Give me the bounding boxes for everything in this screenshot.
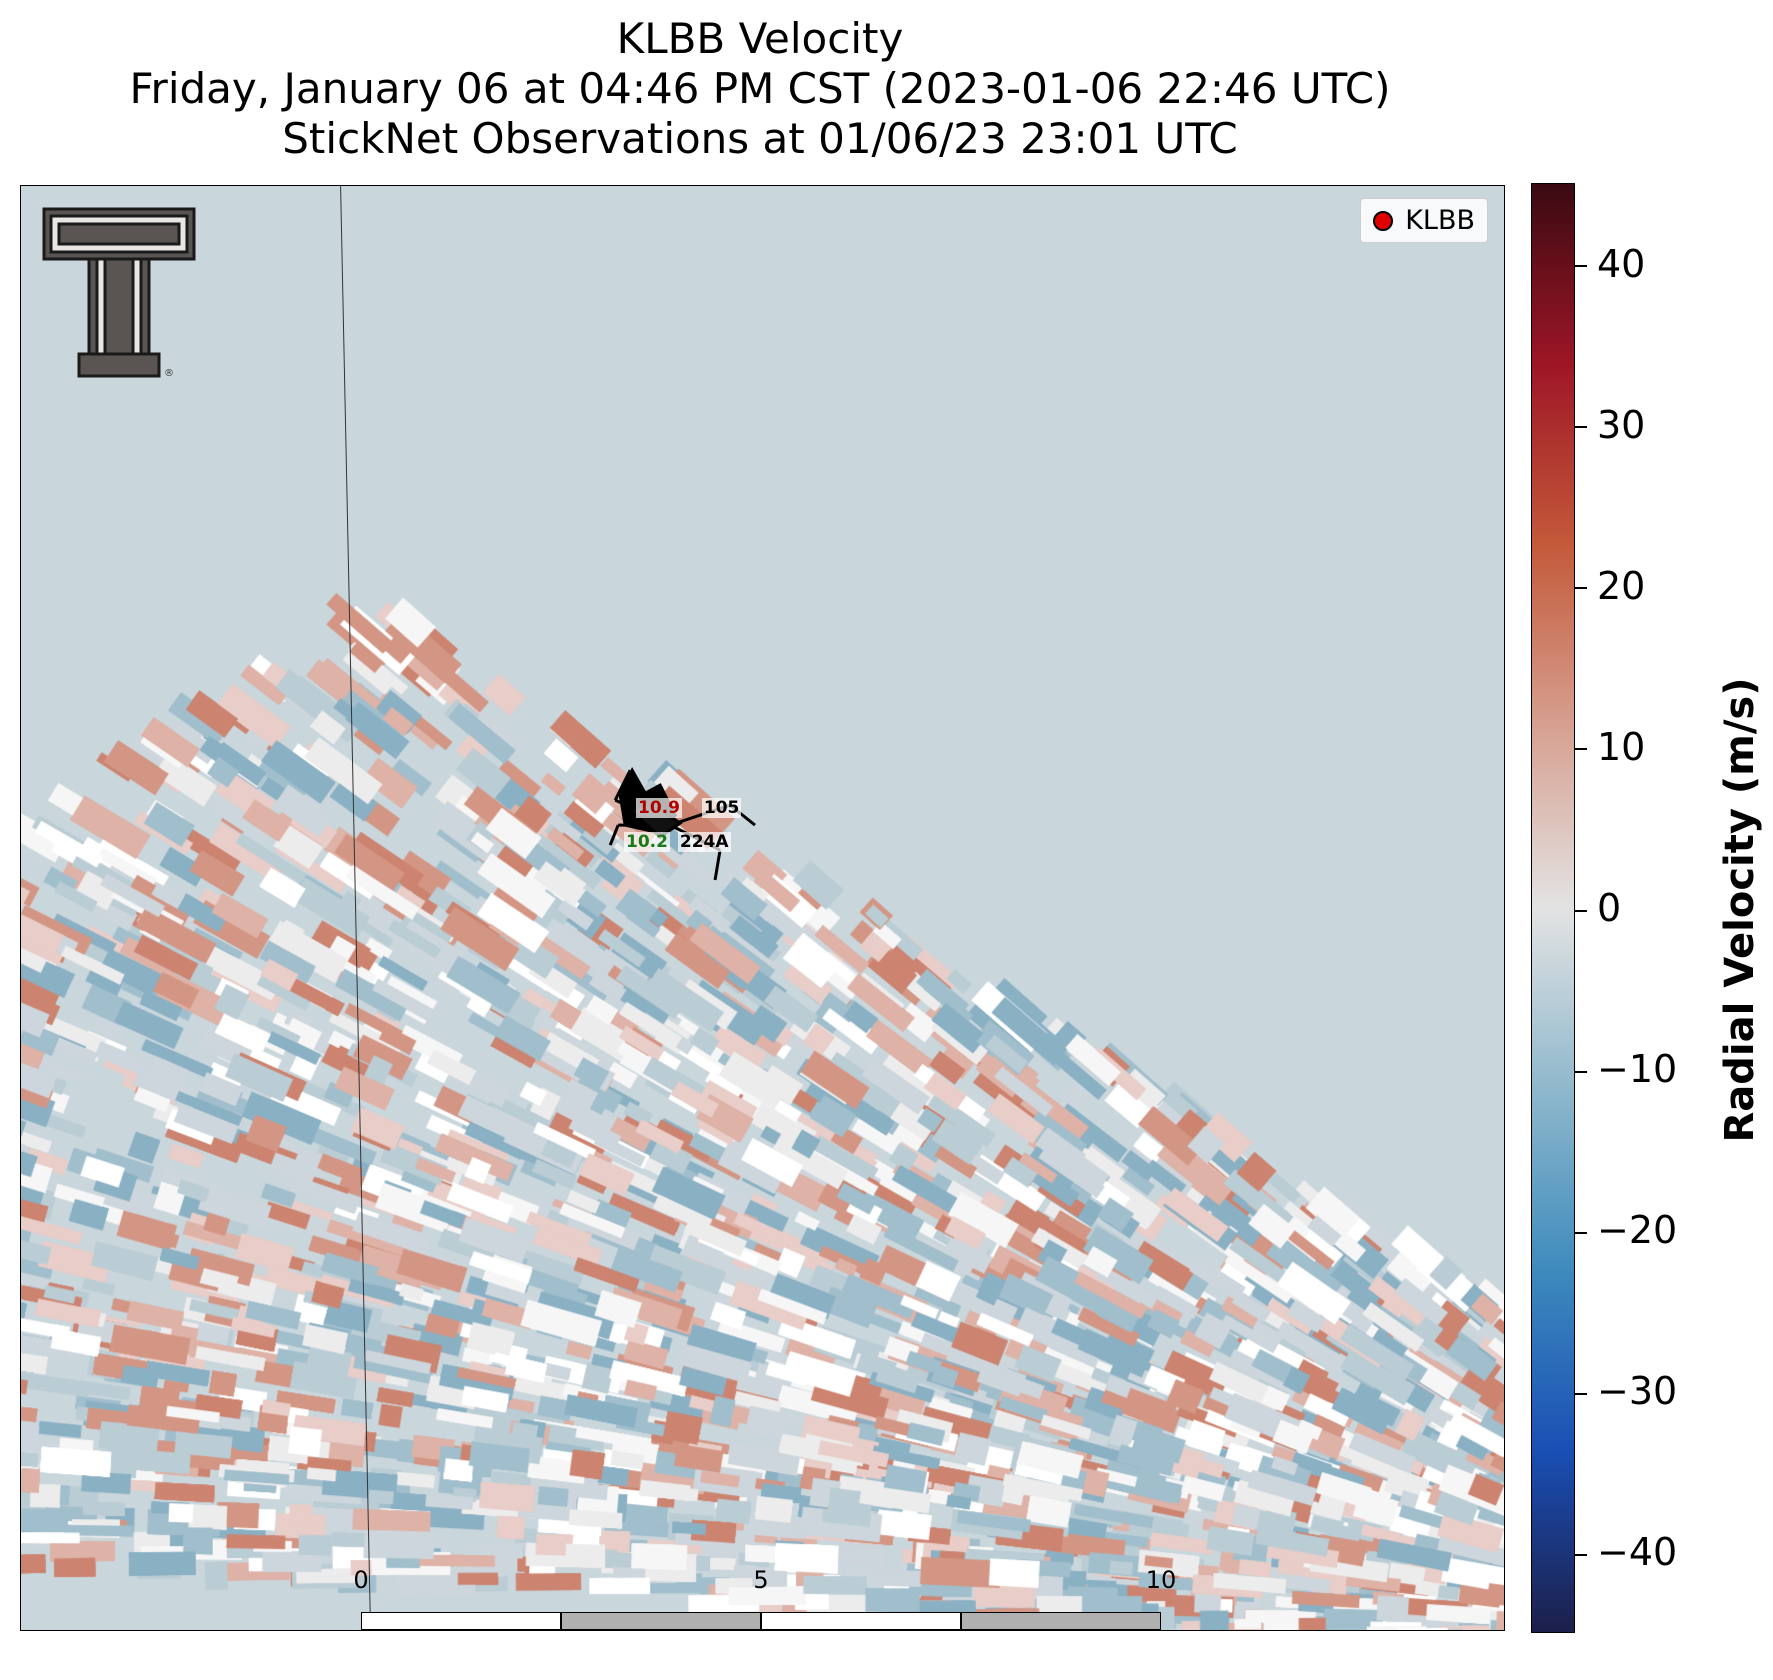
- colorbar-tick-label: 10: [1575, 725, 1645, 769]
- scale-segment: [361, 1612, 561, 1630]
- scale-segment: [961, 1612, 1161, 1630]
- colorbar-tick-label: 0: [1575, 886, 1621, 930]
- colorbar-tick-label: −30: [1575, 1369, 1677, 1413]
- colorbar-tick-label: 20: [1575, 564, 1645, 608]
- station-224a-id: 224A: [677, 832, 731, 852]
- klbb-marker-icon: [1373, 210, 1394, 231]
- scale-tick-5: 5: [753, 1566, 769, 1594]
- svg-text:®: ®: [164, 368, 174, 379]
- title-line-2: Friday, January 06 at 04:46 PM CST (2023…: [129, 64, 1391, 113]
- title-line-3: StickNet Observations at 01/06/23 23:01 …: [282, 114, 1238, 163]
- map-overlay: [340, 186, 756, 1630]
- map-legend: KLBB: [1360, 198, 1488, 243]
- scale-bar: 0 5 10 km: [353, 1566, 1176, 1630]
- station-wind-barbs: [608, 766, 756, 881]
- colorbar-tick-label: −20: [1575, 1208, 1677, 1252]
- colorbar-tick-label: −40: [1575, 1530, 1677, 1574]
- colorbar: [1531, 183, 1575, 1633]
- texas-tech-logo: ®: [42, 207, 196, 379]
- scale-tick-0: 0: [353, 1566, 369, 1594]
- colorbar-tick-label: −10: [1575, 1047, 1677, 1091]
- station-105-id: 105: [701, 798, 742, 818]
- county-boundary-line: [340, 186, 372, 1630]
- station-label-105: 10.9 105: [636, 798, 742, 818]
- colorbar-label: Radial Velocity (m/s): [1717, 677, 1763, 1143]
- scale-tick-10: 10: [1145, 1566, 1177, 1594]
- scale-segment: [761, 1612, 961, 1630]
- colorbar-tick-label: 30: [1575, 403, 1645, 447]
- scale-segment: [561, 1612, 761, 1630]
- station-105-value: 10.9: [636, 798, 682, 818]
- colorbar-tick-label: 40: [1575, 242, 1645, 286]
- station-224a-value: 10.2: [624, 832, 670, 852]
- radar-map[interactable]: 10.9 105 10.2 224A ® KLBB 0 5 10 km: [20, 185, 1505, 1631]
- station-label-224a: 10.2 224A: [624, 832, 731, 852]
- colorbar-ticks: 40 30 20 10 0 −10 −20 −30 −40: [1575, 183, 1695, 1633]
- legend-label: KLBB: [1405, 205, 1475, 236]
- radar-velocity-field: [21, 186, 1504, 1630]
- figure-title: KLBB Velocity Friday, January 06 at 04:4…: [0, 14, 1520, 164]
- title-line-1: KLBB Velocity: [616, 14, 904, 63]
